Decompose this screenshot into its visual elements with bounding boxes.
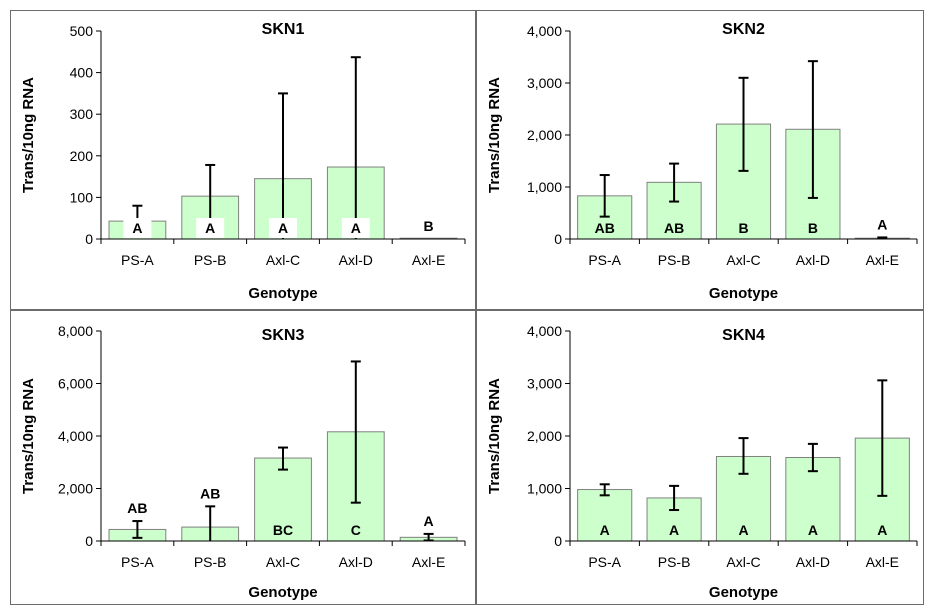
y-tick-label: 1,000 xyxy=(527,481,562,497)
y-axis-label: Trans/10ng RNA xyxy=(486,77,503,193)
y-tick-label: 2,000 xyxy=(58,481,93,497)
chart-svg-skn2: SKN2 Trans/10ng RNA Genotype 0 1,000 2,000 3,0… xyxy=(486,21,918,302)
y-tick-label: 2,000 xyxy=(527,428,562,444)
chart-svg-skn3: SKN3 Trans/10ng RNA Genotype 0 2,000 4,000 6,0… xyxy=(20,323,466,601)
significance-label: A xyxy=(877,522,887,538)
y-tick-label: 0 xyxy=(85,533,93,549)
significance-label: A xyxy=(877,216,887,232)
y-tick-label: 4,000 xyxy=(527,23,562,39)
x-tick-label: Axl-E xyxy=(412,554,445,570)
y-tick-label: 3,000 xyxy=(527,376,562,392)
label-background xyxy=(341,218,370,238)
y-tick-label: 4,000 xyxy=(58,428,93,444)
significance-label: A xyxy=(738,522,748,538)
significance-label: B xyxy=(808,220,818,236)
chart-panel-skn3: SKN3 Trans/10ng RNA Genotype 0 2,000 4,000 6,0… xyxy=(10,310,476,605)
chart-panel-skn2: SKN2 Trans/10ng RNA Genotype 0 1,000 2,000 3,0… xyxy=(476,10,924,310)
x-tick-label: PS-B xyxy=(194,554,227,570)
significance-label: AB xyxy=(595,220,615,236)
x-tick-label: Axl-D xyxy=(339,554,373,570)
chart-svg-skn1: SKN1 Trans/10ng RNA Genotype 0 100 200 300 400 5… xyxy=(20,21,466,302)
y-tick-label: 0 xyxy=(554,231,562,247)
significance-label: AB xyxy=(127,500,147,516)
x-tick-label: PS-B xyxy=(658,252,691,268)
y-tick-label: 100 xyxy=(70,189,94,205)
significance-label: C xyxy=(351,522,361,538)
significance-label: A xyxy=(205,220,215,236)
chart-title: SKN2 xyxy=(722,21,765,38)
x-tick-label: PS-B xyxy=(658,554,691,570)
x-tick-label: Axl-D xyxy=(796,252,830,268)
significance-label: A xyxy=(424,513,434,529)
y-tick-label: 500 xyxy=(70,23,94,39)
x-tick-label: Axl-D xyxy=(796,554,830,570)
significance-label: AB xyxy=(200,485,220,501)
x-tick-label: PS-A xyxy=(588,554,621,570)
y-tick-label: 2,000 xyxy=(527,127,562,143)
label-background xyxy=(196,218,225,238)
significance-label: A xyxy=(278,220,288,236)
x-tick-label: PS-A xyxy=(588,252,621,268)
significance-label: A xyxy=(600,522,610,538)
x-axis-label: Genotype xyxy=(248,584,317,601)
y-tick-label: 200 xyxy=(70,148,94,164)
y-axis-label: Trans/10ng RNA xyxy=(20,77,37,193)
x-axis-label: Genotype xyxy=(709,285,778,302)
y-tick-label: 300 xyxy=(70,106,94,122)
chart-title: SKN3 xyxy=(262,327,305,344)
significance-label: B xyxy=(424,218,434,234)
x-tick-label: PS-A xyxy=(121,554,154,570)
y-tick-label: 6,000 xyxy=(58,376,93,392)
chart-panel-skn4: SKN4 Trans/10ng RNA Genotype 0 1,000 2,000 3,0… xyxy=(476,310,924,605)
x-tick-label: Axl-D xyxy=(339,252,373,268)
y-tick-label: 3,000 xyxy=(527,75,562,91)
x-tick-label: Axl-C xyxy=(726,252,760,268)
significance-label: A xyxy=(669,522,679,538)
significance-label: AB xyxy=(664,220,684,236)
label-background xyxy=(269,218,297,238)
chart-title: SKN1 xyxy=(262,21,305,38)
x-tick-label: PS-B xyxy=(194,252,227,268)
chart-panel-skn1: SKN1 Trans/10ng RNA Genotype 0 100 200 300 400 5… xyxy=(10,10,476,310)
y-axis-label: Trans/10ng RNA xyxy=(20,378,37,494)
significance-label: A xyxy=(808,522,818,538)
x-tick-label: Axl-C xyxy=(266,252,300,268)
y-tick-label: 1,000 xyxy=(527,179,562,195)
x-tick-label: Axl-E xyxy=(412,252,445,268)
significance-label: A xyxy=(132,220,142,236)
x-tick-label: Axl-C xyxy=(266,554,300,570)
y-tick-label: 0 xyxy=(85,231,93,247)
label-background xyxy=(123,218,152,238)
chart-title: SKN4 xyxy=(722,327,765,344)
x-tick-label: PS-A xyxy=(121,252,154,268)
y-tick-label: 8,000 xyxy=(58,323,93,339)
y-tick-label: 4,000 xyxy=(527,323,562,339)
x-axis-label: Genotype xyxy=(248,285,317,302)
x-tick-label: Axl-C xyxy=(726,554,760,570)
x-tick-label: Axl-E xyxy=(866,252,899,268)
chart-svg-skn4: SKN4 Trans/10ng RNA Genotype 0 1,000 2,000 3,0… xyxy=(486,323,918,601)
x-axis-label: Genotype xyxy=(709,584,778,601)
significance-label: A xyxy=(351,220,361,236)
x-tick-label: Axl-E xyxy=(866,554,899,570)
y-tick-label: 0 xyxy=(554,533,562,549)
significance-label: B xyxy=(738,220,748,236)
significance-label: BC xyxy=(273,522,293,538)
y-axis-label: Trans/10ng RNA xyxy=(486,378,503,494)
y-tick-label: 400 xyxy=(70,65,94,81)
